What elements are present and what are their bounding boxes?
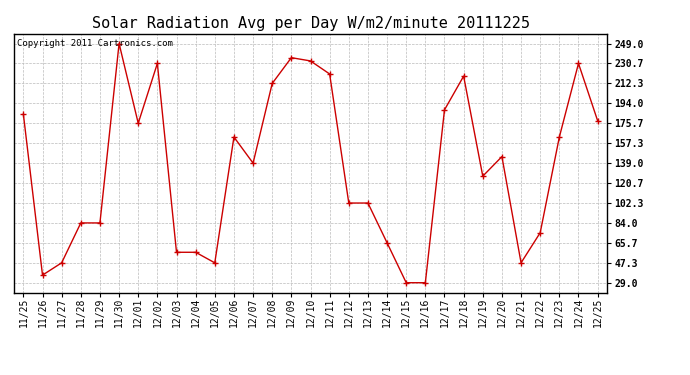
Text: Copyright 2011 Cartronics.com: Copyright 2011 Cartronics.com bbox=[17, 39, 172, 48]
Title: Solar Radiation Avg per Day W/m2/minute 20111225: Solar Radiation Avg per Day W/m2/minute … bbox=[92, 16, 529, 31]
